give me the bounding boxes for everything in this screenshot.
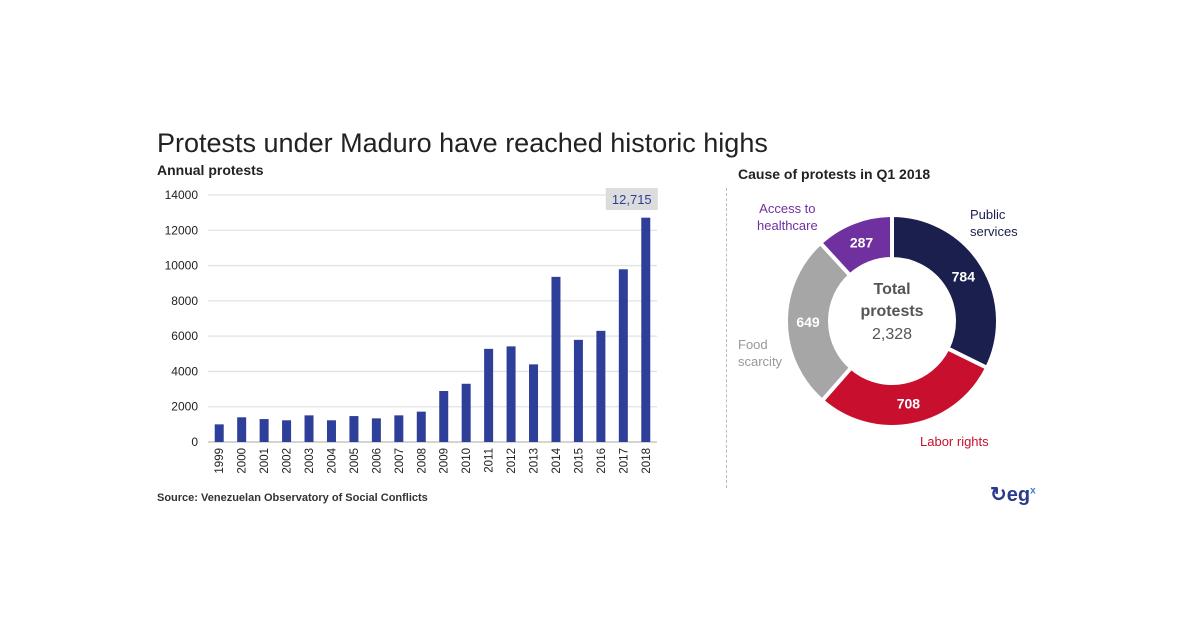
label-access-to-healthcare: Access to healthcare (757, 201, 818, 233)
x-tick-label: 2008 (416, 448, 428, 474)
bar-chart: 0 2000 4000 6000 8000 10000 12000 14000 1999 2000… (165, 188, 658, 474)
egx-logo: ↻egx (990, 484, 1036, 506)
slice-value-label: 287 (850, 235, 874, 251)
donut-chart: 784 708 649 287 Total protests 2,328 (784, 212, 1000, 429)
x-tick-label: 2005 (349, 448, 361, 474)
bar-2009 (439, 391, 449, 442)
bar-2000 (237, 417, 247, 442)
bar-2017 (618, 269, 628, 442)
x-tick-label: 2018 (641, 448, 653, 474)
page-title: Protests under Maduro have reached histo… (157, 128, 768, 158)
bar-2018 (641, 217, 651, 442)
x-tick-label: 2014 (551, 447, 563, 473)
x-tick-label: 2011 (484, 448, 496, 473)
x-tick-label: 2009 (439, 448, 451, 474)
center-label-line1: Total (873, 281, 910, 298)
bar-2008 (416, 411, 426, 442)
y-tick-label: 4000 (171, 364, 198, 378)
bar-2013 (529, 364, 539, 442)
bar-2016 (596, 330, 606, 442)
x-tick-label: 2007 (394, 448, 406, 474)
annotation-label: 12,715 (612, 192, 652, 207)
y-tick-label: 10000 (165, 259, 199, 273)
annotation-box (605, 188, 658, 210)
x-tick-label: 1999 (214, 448, 226, 474)
bar-2003 (304, 415, 314, 442)
bar-2012 (506, 346, 516, 442)
bar-2005 (349, 416, 359, 442)
slice-access-to-healthcare (817, 212, 894, 279)
label-labor-rights: Labor rights (920, 434, 989, 449)
x-tick-label: 2003 (304, 448, 316, 474)
label-food-scarcity: Food scarcity (738, 337, 783, 369)
bar-2010 (461, 383, 471, 442)
slice-value-label: 784 (952, 269, 976, 285)
bar-2015 (573, 339, 583, 442)
slice-food-scarcity (784, 240, 854, 404)
x-tick-label: 2012 (506, 448, 518, 474)
y-tick-label: 0 (191, 435, 198, 449)
bar-2006 (371, 418, 381, 442)
bar-chart-title: Annual protests (157, 162, 264, 178)
bar-2004 (326, 420, 336, 442)
x-tick-label: 2010 (461, 448, 473, 474)
slice-labor-rights (819, 345, 990, 429)
bar-2002 (282, 420, 292, 442)
label-public-services: Public services (970, 207, 1018, 239)
bar-2014 (551, 276, 561, 442)
center-total-value: 2,328 (872, 326, 912, 343)
x-tick-label: 2004 (326, 447, 338, 473)
bar-2001 (259, 419, 269, 442)
slice-value-label: 649 (796, 314, 820, 330)
y-tick-label: 2000 (171, 400, 198, 414)
source-note: Source: Venezuelan Observatory of Social… (157, 492, 428, 504)
slice-value-label: 708 (897, 395, 921, 411)
bar-2007 (394, 415, 404, 442)
x-tick-label: 2016 (596, 448, 608, 474)
x-tick-label: 2017 (618, 448, 630, 474)
y-tick-label: 6000 (171, 329, 198, 343)
divider (726, 188, 727, 488)
donut-chart-title: Cause of protests in Q1 2018 (738, 166, 931, 182)
x-tick-label: 2002 (282, 448, 294, 474)
bar-2011 (484, 348, 494, 442)
x-tick-label: 2001 (259, 448, 271, 474)
bar-1999 (214, 424, 224, 442)
center-label-line2: protests (860, 303, 923, 320)
y-tick-label: 8000 (171, 294, 198, 308)
x-tick-label: 2000 (237, 448, 249, 474)
x-tick-label: 2006 (371, 448, 383, 474)
x-tick-label: 2015 (573, 448, 585, 474)
y-tick-label: 12000 (165, 223, 199, 237)
x-tick-label: 2013 (529, 448, 541, 474)
slice-public-services (890, 212, 1000, 371)
y-tick-label: 14000 (165, 188, 199, 202)
